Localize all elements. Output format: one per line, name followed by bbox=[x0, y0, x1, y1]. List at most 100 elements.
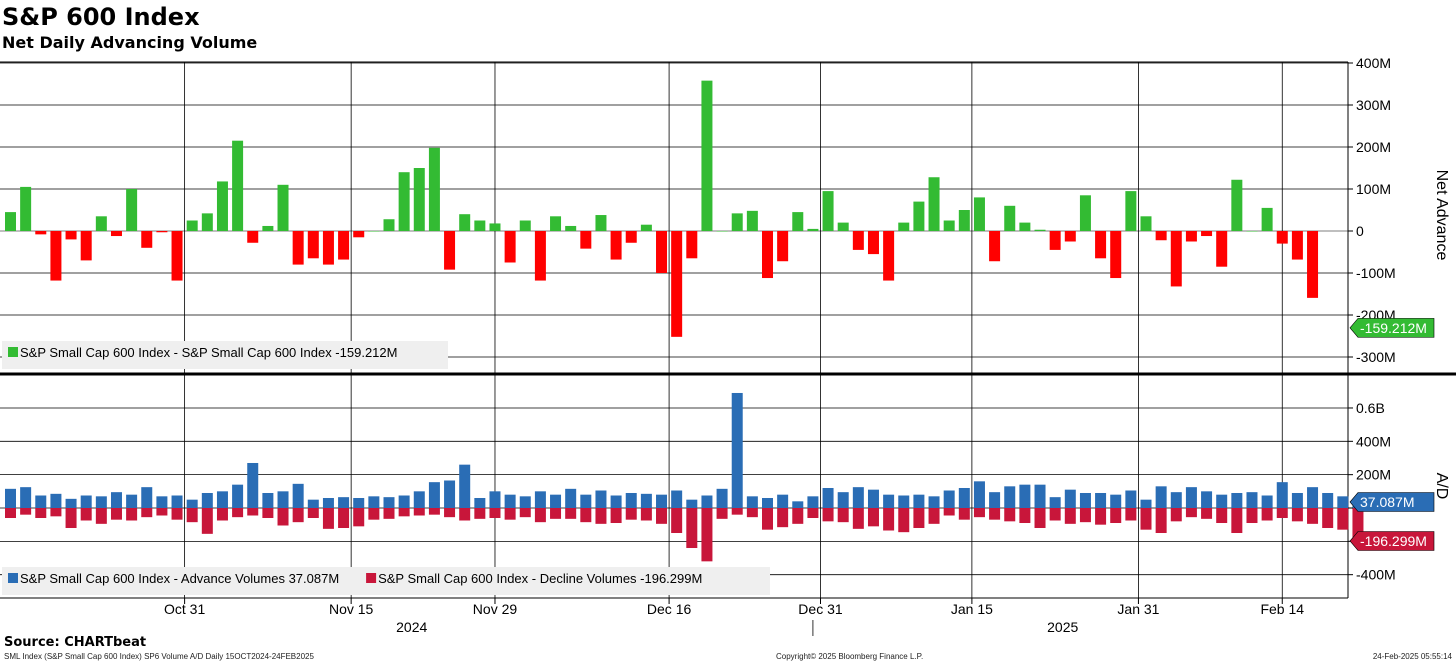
decline-volume-bar bbox=[1155, 508, 1167, 534]
decline-volume-bar bbox=[1064, 508, 1076, 524]
advance-volume-bar bbox=[822, 487, 834, 508]
decline-volume-bar bbox=[322, 508, 334, 529]
decline-volume-bar bbox=[1322, 508, 1334, 529]
net-advance-bar-down bbox=[625, 231, 637, 243]
decline-volume-bar bbox=[973, 508, 985, 518]
x-tick-label: Nov 29 bbox=[473, 601, 518, 617]
decline-volume-bar bbox=[625, 508, 637, 520]
advance-volume-bar bbox=[338, 497, 350, 508]
net-advance-bar-up bbox=[95, 216, 107, 231]
decline-volume-bar bbox=[1201, 508, 1213, 519]
advance-volume-bar bbox=[1276, 482, 1288, 508]
advance-volume-bar bbox=[1322, 492, 1334, 508]
net-advance-bar-down bbox=[777, 231, 789, 262]
decline-volume-bar bbox=[762, 508, 773, 530]
advance-volume-bar bbox=[550, 494, 562, 508]
decline-volume-bar bbox=[262, 508, 274, 519]
decline-volume-bar bbox=[534, 508, 546, 523]
advance-volume-bar bbox=[186, 499, 198, 508]
decline-volume-bar bbox=[928, 508, 940, 524]
legend-swatch bbox=[8, 347, 18, 357]
net-advance-bar-down bbox=[35, 231, 47, 235]
decline-volume-bar bbox=[307, 508, 319, 519]
net-advance-bar-up bbox=[126, 189, 138, 231]
net-advance-bar-down bbox=[292, 231, 304, 265]
net-advance-bar-up bbox=[1231, 179, 1243, 231]
net-advance-bar-up bbox=[913, 201, 925, 231]
advance-volume-bar bbox=[731, 392, 743, 508]
decline-volume-bar bbox=[1291, 508, 1303, 522]
net-advance-bar-up bbox=[216, 181, 228, 231]
decline-volume-bar bbox=[338, 508, 350, 529]
decline-volume-bar bbox=[1216, 508, 1228, 524]
decline-volume-bar bbox=[80, 508, 92, 521]
net-advance-bar-down bbox=[1276, 231, 1288, 244]
advance-volume-bar bbox=[792, 501, 804, 508]
net-advance-bar-down bbox=[322, 231, 334, 265]
decline-volume-bar bbox=[459, 508, 471, 521]
decline-volume-bar bbox=[1307, 508, 1319, 524]
net-advance-bar-down bbox=[247, 231, 259, 243]
advance-volume-bar bbox=[398, 495, 410, 508]
decline-volume-bar bbox=[95, 508, 107, 524]
advance-volume-bar bbox=[762, 497, 773, 508]
net-advance-bar-down bbox=[444, 231, 456, 270]
decline-volume-bar bbox=[671, 508, 683, 534]
advance-volume-bar bbox=[519, 496, 531, 508]
net-advance-bar-down bbox=[867, 231, 879, 255]
net-advance-bar-down bbox=[686, 231, 698, 259]
net-advance-bar-down bbox=[1170, 231, 1182, 287]
net-advance-bar-down bbox=[80, 231, 92, 261]
net-advance-bar-up bbox=[20, 186, 32, 231]
net-advance-bar-down bbox=[580, 231, 592, 249]
net-advance-bar-up bbox=[943, 220, 955, 231]
advance-volume-bar bbox=[504, 494, 516, 508]
decline-volume-bar bbox=[35, 508, 47, 519]
decline-volume-bar bbox=[1095, 508, 1107, 525]
decline-volume-bar bbox=[716, 508, 728, 519]
net-advance-bar-down bbox=[50, 231, 62, 281]
advance-volume-bar bbox=[307, 499, 319, 508]
decline-volume-bar bbox=[171, 508, 183, 520]
net-advance-bar-down bbox=[338, 231, 350, 260]
decline-volume-bar bbox=[777, 508, 789, 528]
advance-volume-bar bbox=[656, 494, 668, 508]
net-advance-bar-up bbox=[489, 223, 501, 231]
decline-volume-bar bbox=[65, 508, 77, 529]
net-advance-bar-up bbox=[413, 168, 425, 231]
advance-volume-bar bbox=[1307, 487, 1319, 508]
advance-volume-bar bbox=[1049, 497, 1061, 508]
legend-swatch bbox=[8, 573, 18, 583]
decline-volume-bar bbox=[822, 508, 834, 522]
net-advance-bar-down bbox=[1064, 231, 1076, 242]
decline-volume-bar bbox=[504, 508, 516, 520]
net-advance-bar-up bbox=[958, 210, 970, 231]
decline-volume-bar bbox=[656, 508, 668, 524]
y-tick-label: 200M bbox=[1356, 139, 1391, 155]
advance-volume-bar bbox=[610, 495, 622, 508]
advance-volume-bar bbox=[1019, 484, 1031, 508]
net-advance-bar-down bbox=[762, 231, 773, 279]
decline-volume-bar bbox=[943, 508, 955, 516]
advance-volume-bar bbox=[216, 491, 228, 508]
decline-volume-bar bbox=[1231, 508, 1243, 534]
legend-background bbox=[2, 567, 770, 595]
y-tick-label: -100M bbox=[1356, 265, 1396, 281]
decline-volume-bar bbox=[1049, 508, 1061, 521]
legend-entry: S&P Small Cap 600 Index - S&P Small Cap … bbox=[20, 345, 397, 360]
net-advance-bar-down bbox=[883, 231, 895, 281]
decline-volume-bar bbox=[428, 508, 440, 515]
advance-volume-bar bbox=[1185, 487, 1197, 508]
net-advance-bar-up bbox=[262, 225, 274, 231]
net-advance-bar-down bbox=[1307, 231, 1319, 298]
advance-last-value-tag-shape bbox=[1349, 492, 1435, 512]
source-label: Source: CHARTbeat bbox=[4, 635, 147, 650]
decline-volume-bar bbox=[489, 508, 501, 519]
net-advance-bar-up bbox=[746, 210, 758, 231]
net-advance-bar-up bbox=[1019, 222, 1031, 231]
advance-volume-bar bbox=[292, 483, 304, 508]
advance-volume-bar bbox=[110, 492, 122, 508]
decline-volume-bar bbox=[898, 508, 910, 533]
net-advance-bar-up bbox=[1079, 195, 1091, 231]
y-tick-label: 100M bbox=[1356, 181, 1391, 197]
